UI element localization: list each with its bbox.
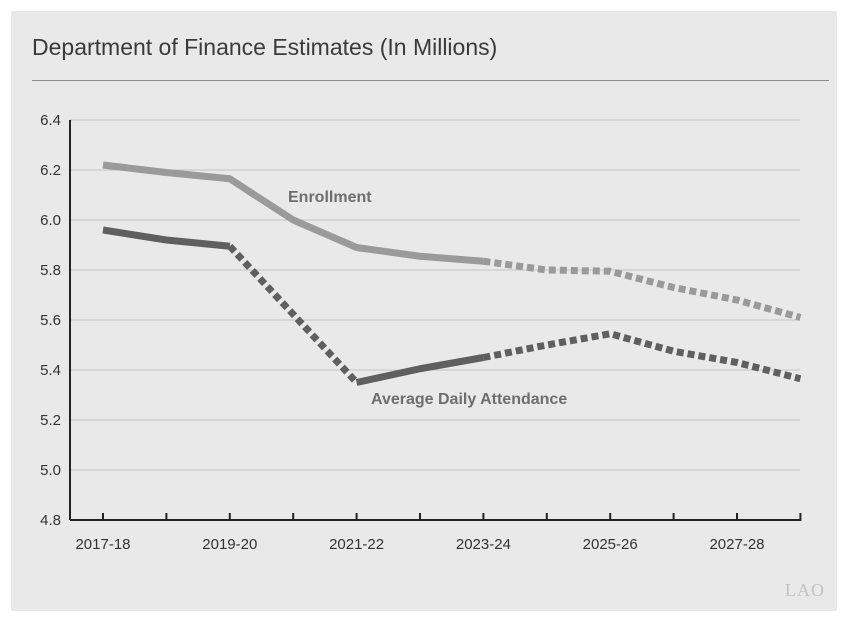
x-tick-label: 2017-18 (75, 536, 130, 553)
lao-logo: LAO (785, 580, 825, 600)
x-tick-label: 2021-22 (329, 536, 384, 553)
x-tick-label: 2025-26 (583, 536, 638, 553)
y-tick-label: 4.8 (40, 512, 61, 529)
ada-line-actual (102, 226, 231, 250)
ada-label: Average Daily Attendance (371, 391, 567, 408)
x-tick-label: 2019-20 (202, 536, 257, 553)
y-tick-label: 5.4 (40, 362, 61, 379)
line-chart: 4.8 5.0 5.2 5.4 5.6 5.8 6.0 6.2 6.4 2017-18 2019-2… (40, 112, 802, 553)
x-tick-label: 2023-24 (456, 536, 511, 553)
y-tick-label: 6.4 (40, 112, 61, 129)
series-labels: Enrollment Average Daily Attendance (288, 189, 567, 408)
y-tick-label: 6.2 (40, 162, 61, 179)
enrollment-label: Enrollment (288, 189, 372, 206)
chart-title: Department of Finance Estimates (In Mill… (32, 34, 498, 60)
y-tick-label: 6.0 (40, 212, 61, 229)
series-lines (102, 161, 802, 386)
y-tick-label: 5.8 (40, 262, 61, 279)
ada-line-actual (355, 354, 485, 386)
axes: 4.8 5.0 5.2 5.4 5.6 5.8 6.0 6.2 6.4 2017-18 2019-2… (40, 112, 802, 553)
ada-line-projected (227, 243, 360, 385)
y-tick-label: 5.0 (40, 462, 61, 479)
ada-line-projected (482, 330, 802, 383)
enrollment-line-projected (482, 257, 802, 321)
enrollment-line-actual (102, 161, 484, 265)
x-tick-label: 2027-28 (709, 536, 764, 553)
y-tick-label: 5.2 (40, 412, 61, 429)
y-tick-label: 5.6 (40, 312, 61, 329)
chart-panel: Department of Finance Estimates (In Mill… (11, 11, 837, 611)
gridlines (70, 119, 800, 471)
title-divider (32, 80, 829, 81)
